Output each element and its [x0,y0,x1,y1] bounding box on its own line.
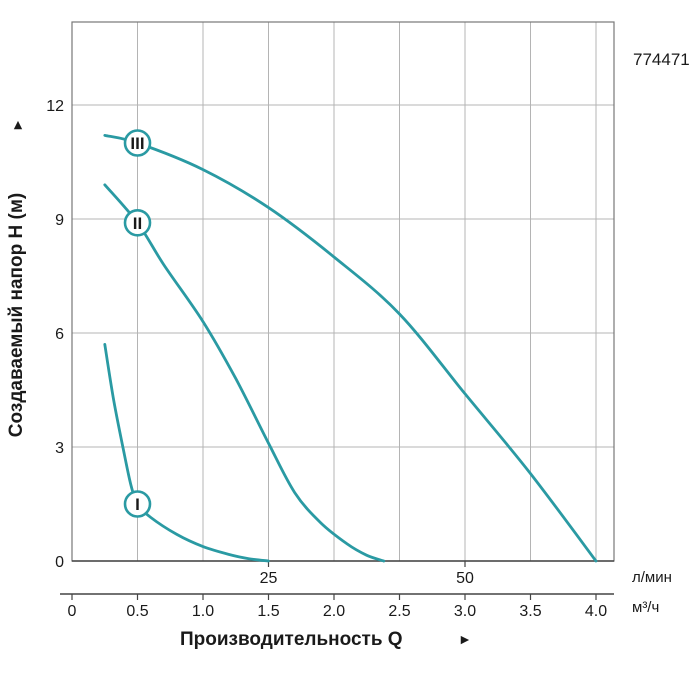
x-tick-label-m3h: 3.5 [519,603,541,620]
curve-label-i: I [135,495,140,514]
x-tick-label-m3h: 2.5 [388,603,410,620]
x-axis: 25 50 0 0.5 1.0 1.5 2.0 2.5 3.0 3.5 4.0 [60,560,614,620]
unit-lmin: л/мин [632,569,672,586]
x-tick-label-m3h: 4.0 [585,603,607,620]
y-axis-label: Создаваемый напор H (м) [6,193,27,437]
y-tick-label: 3 [55,440,64,457]
x-tick-label-m3h: 3.0 [454,603,476,620]
curve-marker-i [123,490,152,518]
x-tick-label-m3h: 2.0 [323,603,345,620]
x-tick-label-m3h: 0.5 [126,603,148,620]
x-axis-label: Производительность Q [180,629,403,650]
y-tick-label: 12 [46,98,64,115]
model-number: 774471 [633,50,690,69]
x-tick-label-m3h: 0 [68,603,77,620]
unit-m3h: м³/ч [632,599,659,616]
curve-label-ii: II [133,214,142,233]
curve-marker-iii [123,129,152,157]
y-axis-arrow: ► [9,118,25,132]
curve-ii [103,183,386,563]
curve-i [103,343,270,563]
x-axis-arrow: ► [458,631,472,647]
x-tick-label-lmin: 50 [456,570,474,587]
x-tick-label-m3h: 1.0 [192,603,214,620]
y-tick-label: 0 [55,554,64,571]
y-tick-labels: 0 3 6 9 12 [46,98,64,571]
curve-label-iii: III [130,134,144,153]
y-tick-label: 9 [55,212,64,229]
plot-frame [71,21,615,562]
y-tick-label: 6 [55,326,64,343]
curve-iii [103,134,598,563]
curve-marker-ii [123,209,152,237]
y-axis-title: Создаваемый напор H (м) ► [6,118,27,437]
x-tick-label-m3h: 1.5 [257,603,279,620]
grid [72,22,614,561]
x-tick-label-lmin: 25 [260,570,278,587]
